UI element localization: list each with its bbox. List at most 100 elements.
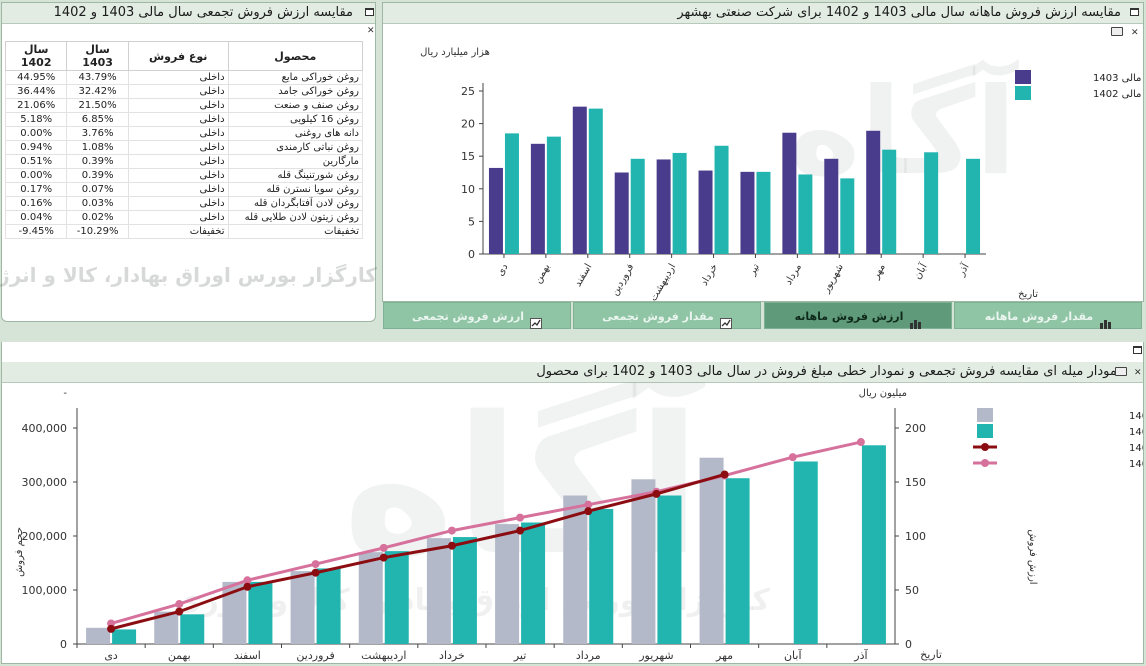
line-point-1402 [516, 513, 525, 522]
bar-cumulative-1402 [452, 537, 477, 644]
close-icon[interactable]: ✕ [367, 26, 375, 36]
col-type[interactable]: نوع فروش [127, 41, 229, 71]
cell-type: داخلی [127, 140, 229, 155]
bar-cumulative-1402 [861, 445, 886, 644]
table-row[interactable]: روغن لادن آفتابگردان قله داخلی 0.03% 0.16% [4, 196, 364, 211]
tab-monthly-value[interactable]: ارزش فروش ماهانه [764, 302, 952, 329]
col-1403[interactable]: سال 1403 [66, 41, 129, 71]
bar-1403 [740, 171, 755, 254]
tab-monthly-quantity[interactable]: مقدار فروش ماهانه [954, 302, 1142, 329]
cell-1403: 0.07% [66, 182, 129, 197]
cell-type: داخلی [127, 126, 229, 141]
bar-1402 [756, 171, 771, 254]
table-row[interactable]: روغن 16 کیلویی داخلی 6.85% 5.18% [4, 112, 364, 127]
x-tick-label: تیر [746, 262, 762, 278]
table-row[interactable]: روغن زیتون لادن طلایی قله داخلی 0.02% 0.04% [4, 210, 364, 225]
monthly-bar-chart: آگاه هزار میلیارد ریال 0 5 10 15 20 25 دی بهمن اسف… [420, 47, 1143, 301]
tab-label: ارزش فروش تجمعی [411, 310, 525, 323]
x-tick-label: اردیبهشت [648, 262, 678, 301]
x-tick-label: مرداد [783, 262, 804, 287]
table-row[interactable]: روغن خوراکی مایع داخلی 43.79% 44.95% [4, 70, 364, 85]
table-row[interactable]: روغن نباتی کارمندی داخلی 1.08% 0.94% [4, 140, 364, 155]
y-tick-label: 15 [461, 150, 475, 163]
x-tick-label: مرداد [576, 649, 601, 662]
col-1402[interactable]: سال 1402 [4, 41, 68, 71]
x-tick-label: خرداد [699, 262, 720, 288]
monthly-sales-value-panel: مقایسه ارزش فروش ماهانه سال مالی 1403 و … [382, 2, 1144, 302]
close-icon[interactable]: ✕ [1131, 28, 1139, 38]
bar-1402 [840, 178, 855, 254]
bar-1402 [588, 108, 603, 254]
cell-product: روغن سویا نسترن قله [227, 182, 364, 197]
table-row[interactable]: تخفیفات تخفیفات -10.29% -9.45% [4, 224, 364, 239]
bar-1403 [698, 170, 713, 254]
cumulative-combo-chart: آگاهکارگزار بورس اوراق بهادار، کالا و ان… [14, 382, 1143, 662]
maximize-icon[interactable] [1133, 346, 1142, 354]
bar-cumulative-1403 [631, 479, 656, 644]
bar-chart-icon [1099, 312, 1112, 329]
table-row[interactable]: روغن خوراکی جامد داخلی 32.42% 36.44% [4, 84, 364, 99]
y-left-tick-label: 200,000 [22, 530, 68, 543]
cell-1403: 1.08% [66, 140, 129, 155]
col-product[interactable]: محصول [227, 41, 364, 71]
table-row[interactable]: روغن سویا نسترن قله داخلی 0.07% 0.17% [4, 182, 364, 197]
cell-type: داخلی [127, 84, 229, 99]
line-point-1402 [447, 526, 456, 535]
bar-cumulative-1402 [725, 478, 750, 644]
maximize-icon[interactable] [1130, 8, 1139, 16]
line-point-1403 [584, 507, 593, 516]
x-tick-label: اردیبهشت [361, 649, 406, 662]
bar-1402 [966, 158, 981, 254]
legend-marker [981, 443, 989, 451]
bar-cumulative-1403 [426, 538, 451, 644]
bar-1403 [488, 167, 503, 254]
table-row[interactable]: مارگارین داخلی 0.39% 0.51% [4, 154, 364, 169]
bar-cumulative-1402 [180, 614, 205, 644]
cell-product: روغن نباتی کارمندی [227, 140, 364, 155]
y-axis-label: هزار میلیارد ریال [420, 47, 490, 58]
table-row[interactable]: روغن صنف و صنعت داخلی 21.50% 21.06% [4, 98, 364, 113]
legend-label: ارزش فروش تجمعی 1402 [1129, 459, 1143, 470]
tab-cumulative-quantity[interactable]: مقدار فروش تجمعی [573, 302, 761, 329]
cell-1402: 36.44% [4, 84, 68, 99]
print-icon[interactable] [1115, 367, 1127, 376]
maximize-icon[interactable] [365, 8, 374, 16]
y-right-tick-label: 50 [905, 584, 919, 597]
monthly-panel-title: مقایسه ارزش فروش ماهانه سال مالی 1403 و … [383, 3, 1143, 24]
line-chart-icon [530, 312, 543, 329]
legend-label: سال مالی 1402 [1093, 89, 1143, 100]
x-tick-label: آذر [853, 648, 868, 662]
line-point-1403 [243, 582, 252, 591]
watermark-text: کارگزار بورس اوراق بهادار، کالا و انرژی [0, 263, 377, 287]
tab-cumulative-value[interactable]: ارزش فروش تجمعی [383, 302, 571, 329]
x-tick-label: آذر [954, 260, 972, 279]
bar-cumulative-1403 [358, 552, 383, 644]
tab-label: مقدار فروش تجمعی [602, 310, 714, 323]
chart-tabs: مقدار فروش ماهانه ارزش فروش ماهانه مقدار… [383, 302, 1143, 330]
legend-label: سال مالی 1403 [1093, 73, 1143, 84]
y-right-axis-label: ارزش فروش [1027, 529, 1038, 584]
x-tick-label: مهر [870, 262, 888, 282]
y-left-top-tick: - [63, 388, 67, 399]
cell-1403: 0.39% [66, 168, 129, 183]
cell-product: روغن خوراکی مایع [227, 70, 364, 85]
cell-product: روغن 16 کیلویی [227, 112, 364, 127]
y-left-tick-label: 400,000 [22, 422, 68, 435]
line-point-1402 [243, 576, 252, 585]
line-cumulative-value-1403 [110, 472, 725, 631]
cell-product: دانه های روغنی [227, 126, 364, 141]
bar-1402 [798, 174, 813, 254]
line-point-1403 [311, 568, 320, 577]
close-icon[interactable]: ✕ [1134, 368, 1142, 378]
cumulative-share-table-panel: مقایسه ارزش فروش تجمعی سال مالی 1403 و 1… [0, 2, 377, 322]
cell-product: روغن لادن آفتابگردان قله [227, 196, 364, 211]
line-point-1402 [788, 453, 797, 462]
bar-1402 [882, 149, 897, 254]
line-point-1402 [379, 543, 388, 552]
table-row[interactable]: روغن شورتنینگ قله داخلی 0.39% 0.00% [4, 168, 364, 183]
line-point-1403 [175, 607, 184, 616]
bar-cumulative-1402 [384, 551, 409, 644]
cell-product: تخفیفات [227, 224, 364, 239]
table-row[interactable]: دانه های روغنی داخلی 3.76% 0.00% [4, 126, 364, 141]
print-icon[interactable] [1111, 27, 1123, 36]
